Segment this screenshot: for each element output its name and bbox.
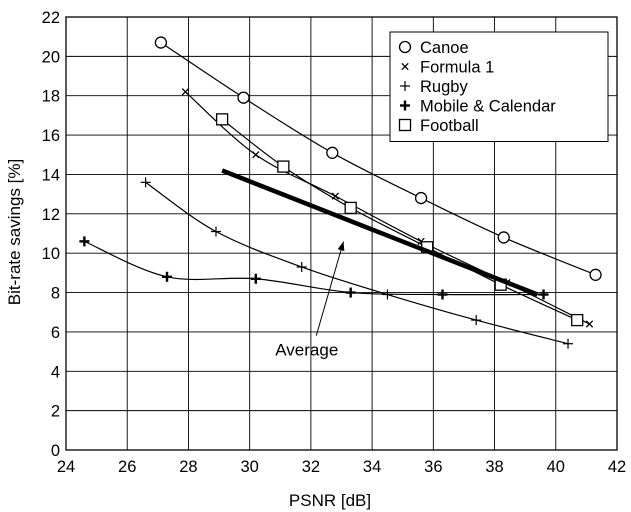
- y-axis-label: Bit-rate savings [%]: [5, 159, 24, 305]
- legend-label: Rugby: [420, 78, 468, 96]
- data-point: [414, 191, 428, 205]
- legend-label: Formula 1: [420, 59, 494, 77]
- data-point: [210, 226, 221, 237]
- annotation-arrowhead: [337, 241, 345, 252]
- x-tick-label: 28: [179, 458, 197, 476]
- x-tick-label: 32: [302, 458, 320, 476]
- point-marker-x: [252, 151, 260, 159]
- point-marker-square: [398, 118, 412, 132]
- data-point: [585, 320, 594, 328]
- data-point: [237, 91, 250, 104]
- data-point: [471, 315, 482, 326]
- series-line: [160, 42, 596, 276]
- data-point: [398, 40, 412, 54]
- y-tick-label: 12: [42, 206, 60, 224]
- series-layer: [79, 36, 602, 349]
- legend-label: Canoe: [420, 39, 469, 57]
- point-marker-x: [585, 320, 594, 328]
- data-point: [326, 146, 339, 159]
- data-point: [344, 201, 357, 215]
- y-tick-label: 14: [42, 166, 60, 184]
- data-point: [296, 261, 307, 272]
- legend-box: [389, 31, 609, 142]
- data-point: [79, 236, 90, 247]
- y-tick-label: 16: [42, 127, 60, 145]
- annotation: Average: [275, 241, 345, 360]
- data-point: [571, 313, 584, 327]
- x-tick-label: 42: [608, 458, 626, 476]
- data-point: [589, 268, 602, 281]
- point-marker-square: [277, 160, 290, 173]
- data-point: [497, 231, 510, 244]
- series-line: [84, 240, 544, 296]
- data-point: [154, 36, 168, 49]
- point-marker-circle: [589, 268, 602, 281]
- data-point: [538, 289, 549, 300]
- x-tick-label: 36: [424, 458, 442, 476]
- average-line: [221, 168, 539, 297]
- x-tick-label: 40: [547, 458, 565, 476]
- data-point: [345, 287, 356, 298]
- data-point: [437, 289, 448, 300]
- point-marker-square: [344, 201, 357, 215]
- y-tick-label: 10: [42, 245, 60, 263]
- series-rugby: [140, 177, 574, 349]
- y-tick-label: 0: [51, 442, 60, 460]
- series-mobile-calendar: [79, 236, 549, 300]
- y-tick-label: 4: [51, 363, 60, 381]
- plot-area-frame: [65, 16, 618, 451]
- x-axis-label: PSNR [dB]: [289, 491, 371, 510]
- data-point: [250, 273, 261, 284]
- data-point: [400, 100, 410, 111]
- data-point: [401, 62, 409, 71]
- point-marker-square: [571, 313, 584, 327]
- annotation-arrow: [315, 241, 344, 336]
- data-point: [162, 271, 173, 282]
- point-marker-circle: [497, 231, 510, 244]
- y-tick-label: 22: [42, 9, 60, 27]
- data-point: [181, 88, 190, 96]
- data-point: [140, 177, 151, 188]
- data-point: [215, 113, 229, 126]
- point-marker-square: [215, 113, 229, 126]
- y-tick-label: 18: [42, 88, 60, 106]
- y-tick-label: 8: [51, 285, 60, 303]
- y-tick-label: 2: [51, 403, 60, 421]
- point-marker-circle: [237, 91, 250, 104]
- data-point: [400, 81, 410, 91]
- y-tick-label: 20: [42, 48, 60, 66]
- point-marker-circle: [398, 40, 412, 54]
- x-tick-label: 30: [240, 458, 258, 476]
- data-point: [563, 338, 574, 349]
- legend-label: Mobile & Calendar: [420, 98, 556, 116]
- y-tick-label: 6: [51, 324, 60, 342]
- series-canoe: [154, 36, 602, 281]
- data-point: [252, 151, 260, 159]
- x-tick-label: 26: [118, 458, 136, 476]
- x-tick-label: 38: [485, 458, 503, 476]
- data-point: [277, 160, 290, 173]
- data-point: [398, 118, 412, 132]
- annotation-label: Average: [275, 341, 338, 360]
- x-tick-label: 24: [57, 458, 75, 476]
- series-line: [145, 181, 569, 345]
- point-marker-x: [181, 88, 190, 96]
- x-tick-label: 34: [363, 458, 381, 476]
- point-marker-circle: [154, 36, 168, 49]
- legend-label: Football: [420, 117, 479, 135]
- point-marker-circle: [414, 191, 428, 205]
- point-marker-circle: [326, 146, 339, 159]
- point-marker-x: [401, 62, 409, 71]
